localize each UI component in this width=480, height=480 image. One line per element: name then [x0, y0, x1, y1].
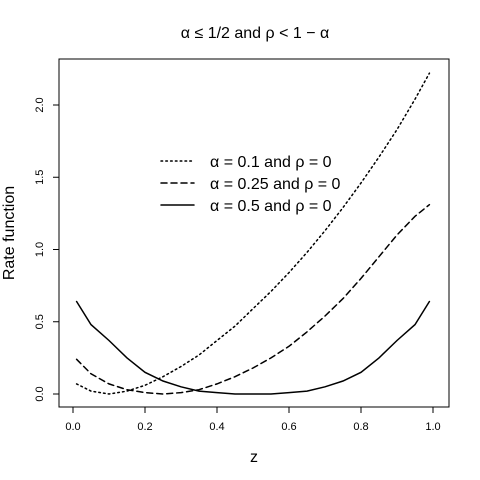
y-tick-label: 1.0	[34, 242, 46, 257]
x-axis: 0.0 0.2 0.4 0.6 0.8 1.0	[65, 406, 441, 433]
x-axis-title: z	[250, 449, 258, 466]
plot-frame	[58, 58, 450, 408]
y-axis: 0.0 0.5 1.0 1.5 2.0	[34, 97, 60, 402]
chart-title: α ≤ 1/2 and ρ < 1 − α	[181, 25, 329, 42]
x-tick-label: 0.6	[281, 421, 296, 433]
x-tick-label: 1.0	[425, 421, 440, 433]
series-line-solid	[75, 300, 431, 395]
series-layer	[75, 72, 431, 395]
x-tick-label: 0.2	[137, 421, 152, 433]
legend-label: α = 0.5 and ρ = 0	[210, 198, 332, 215]
x-tick-label: 0.4	[209, 421, 224, 433]
x-tick-label: 0.8	[353, 421, 368, 433]
legend-label: α = 0.1 and ρ = 0	[210, 154, 332, 171]
y-tick-label: 2.0	[34, 97, 46, 112]
x-tick-label: 0.0	[65, 421, 80, 433]
series-line-dashed	[75, 203, 431, 395]
y-axis-title: Rate function	[1, 186, 18, 280]
y-tick-label: 0.5	[34, 314, 46, 329]
legend-label: α = 0.25 and ρ = 0	[210, 176, 341, 193]
series-line-dotted	[75, 72, 431, 395]
y-tick-label: 0.0	[34, 386, 46, 401]
y-tick-label: 1.5	[34, 170, 46, 185]
legend: α = 0.1 and ρ = 0 α = 0.25 and ρ = 0 α = 0…	[160, 154, 341, 215]
